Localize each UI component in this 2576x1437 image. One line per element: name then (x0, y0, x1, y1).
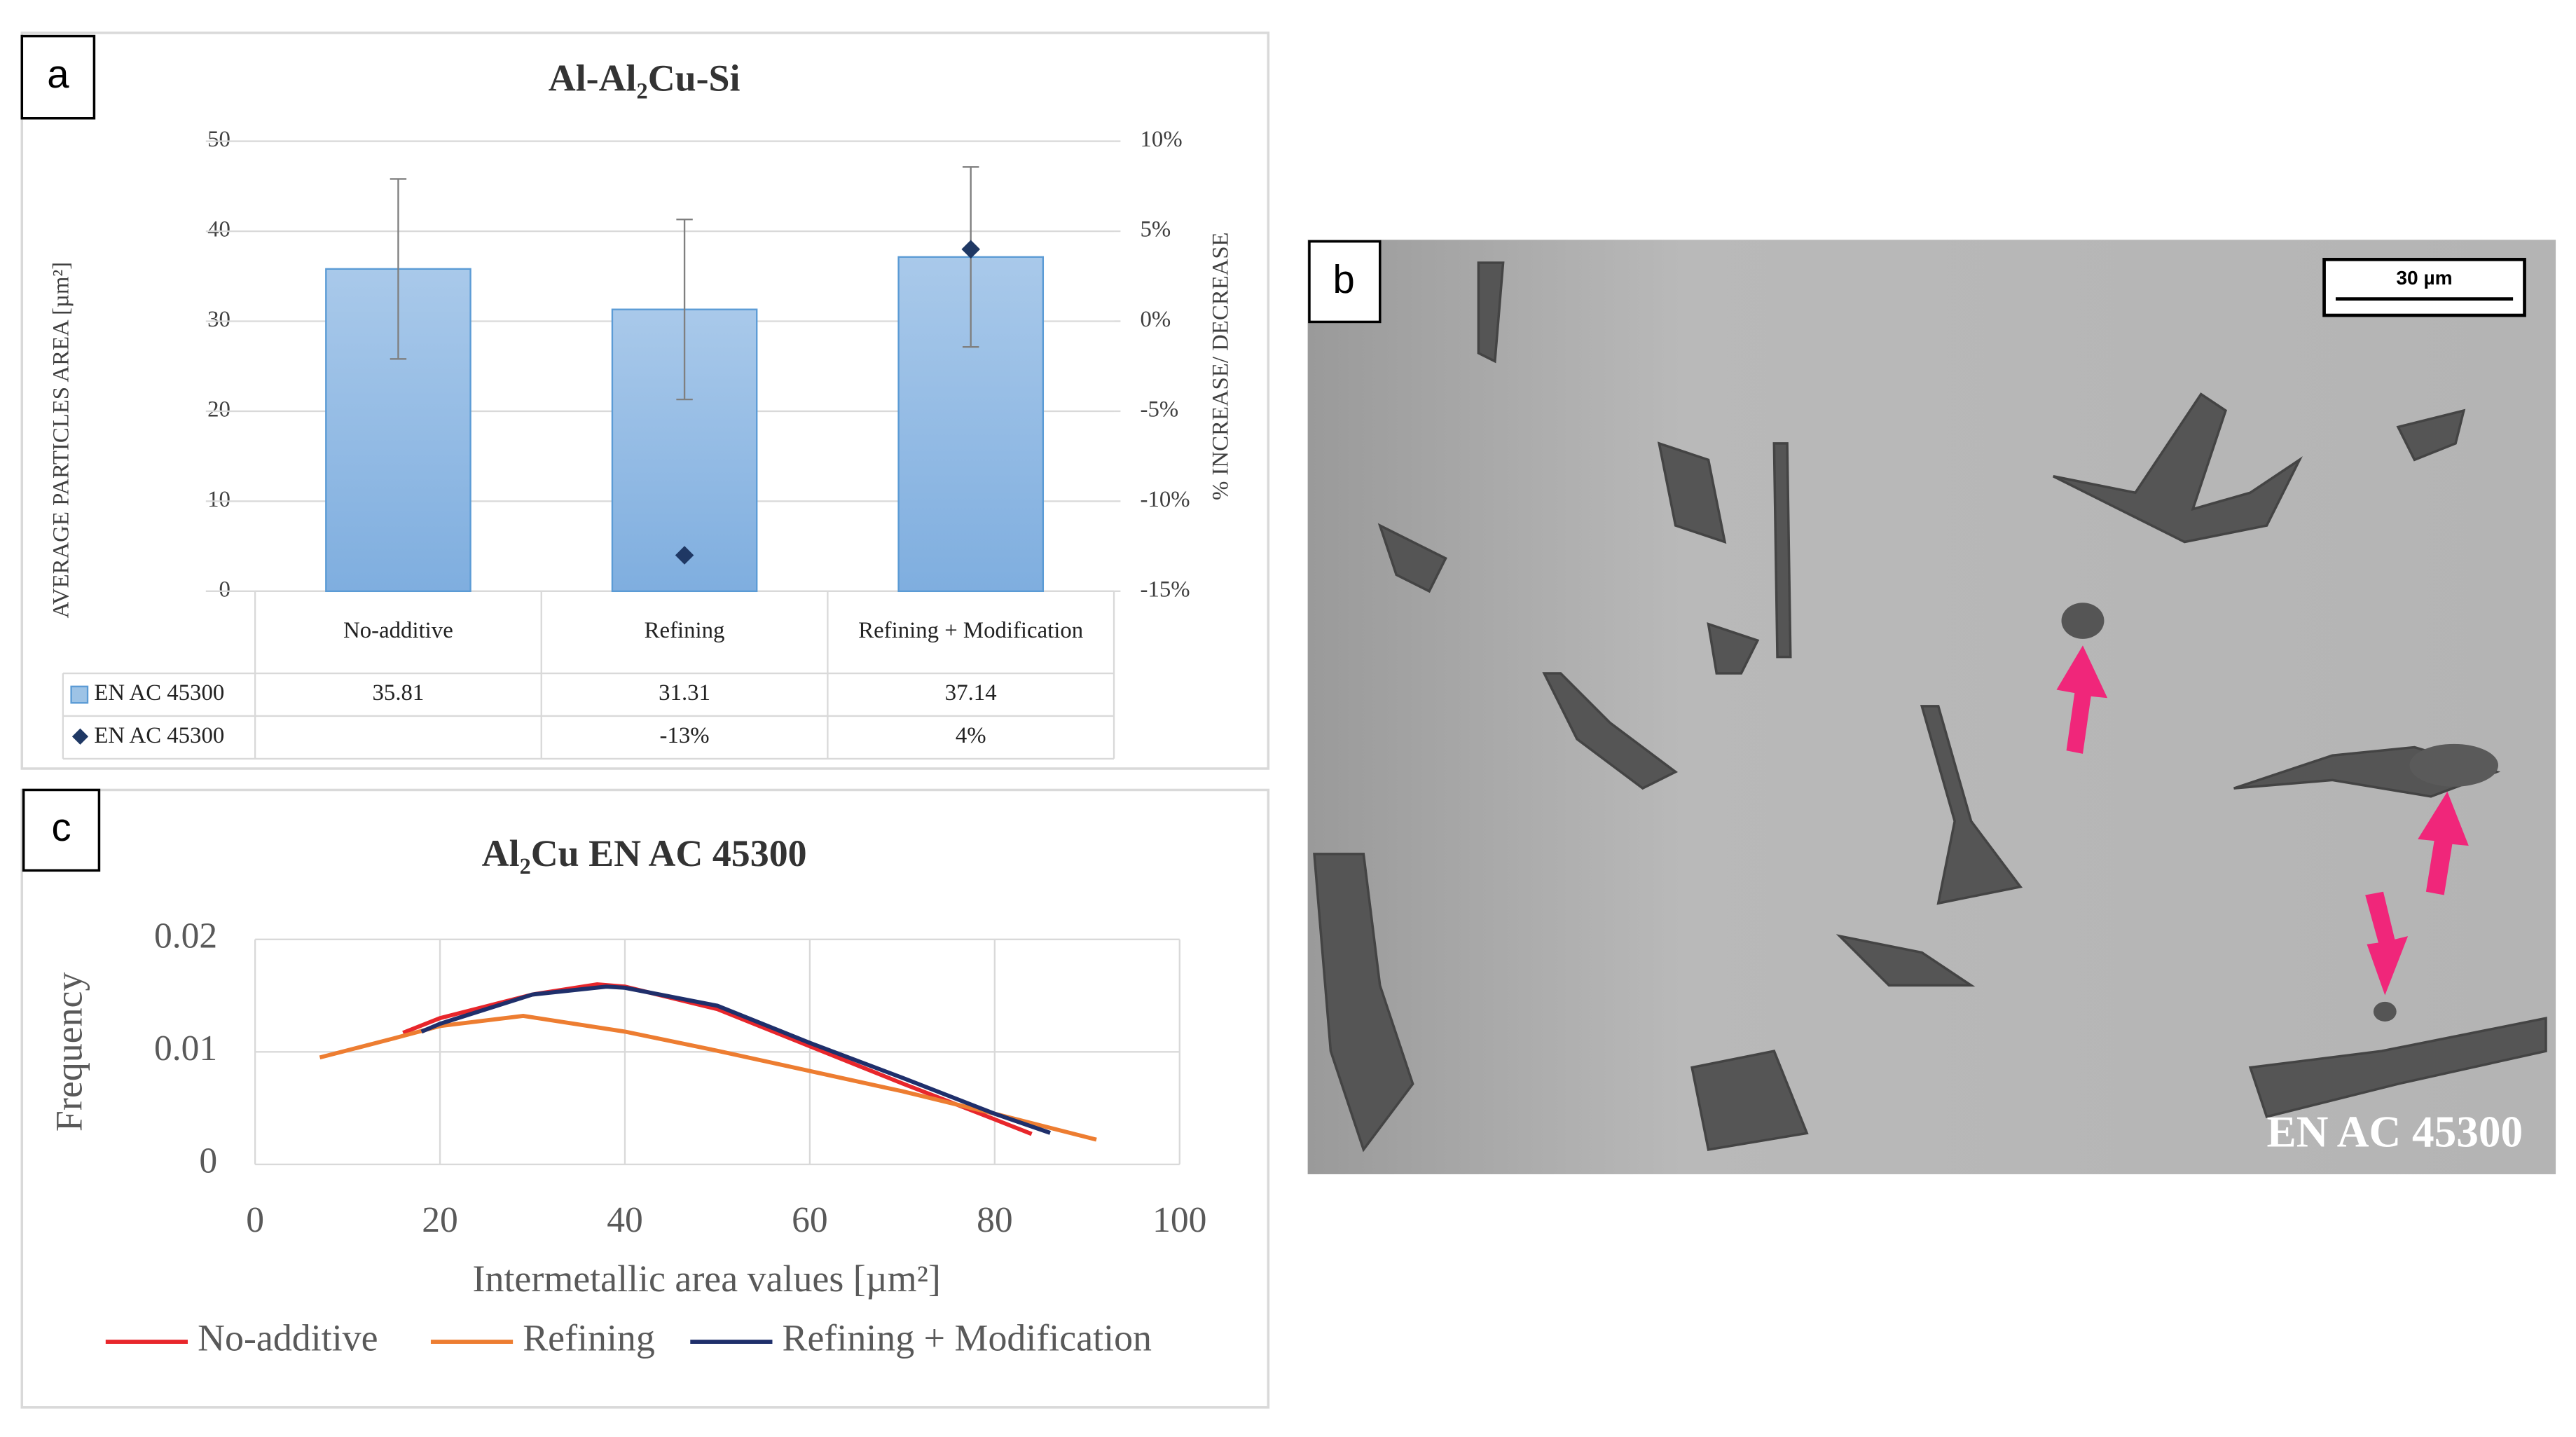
y-tick-label: 50 (207, 127, 230, 152)
panel-label-box (20, 34, 96, 120)
panel-label: a (47, 52, 69, 96)
chart-title: Al₂Cu EN AC 45300 (482, 832, 807, 874)
y2-tick-label: 10% (1141, 127, 1183, 152)
arrows (2056, 645, 2469, 996)
x-tick-label: 80 (977, 1200, 1013, 1240)
panel-label-box (22, 788, 101, 872)
particle (2373, 1001, 2397, 1022)
category-label: Refining + Modification (858, 618, 1083, 643)
marker (675, 546, 694, 565)
y-axis-label: AVERAGE PARTICLES AREA [µm²] (48, 262, 74, 619)
y-tick-label: 0.02 (154, 916, 217, 956)
table-value: 31.31 (659, 680, 710, 706)
x-tick-label: 60 (792, 1200, 828, 1240)
error-bar (390, 178, 407, 360)
category-label: Refining (645, 618, 725, 643)
legend-swatch (71, 728, 89, 745)
y2-axis-label: % INCREASE/ DECREASE (1208, 232, 1233, 500)
x-tick-label: 100 (1152, 1200, 1206, 1240)
y-tick-label: 0 (199, 1141, 217, 1181)
y-tick-label: 0.01 (154, 1029, 217, 1068)
y2-tick-label: -5% (1141, 397, 1179, 422)
y-tick-label: 20 (207, 397, 230, 422)
y2-tick-label: -15% (1141, 577, 1190, 602)
error-bar (676, 219, 693, 401)
particle (2409, 743, 2499, 787)
legend-label: EN AC 45300 (94, 723, 224, 748)
table-value: -13% (660, 723, 710, 748)
x-tick-label: 0 (246, 1200, 264, 1240)
scale-bar-label: 30 µm (2396, 267, 2452, 289)
particle (2061, 603, 2105, 639)
y2-tick-label: 5% (1141, 217, 1171, 242)
y-tick-label: 0 (219, 577, 230, 602)
image-caption: EN AC 45300 (2267, 1108, 2523, 1157)
scale-bar-box (2322, 258, 2526, 317)
chart-title: Al-Al₂Cu-Si (549, 57, 741, 99)
legend-label: Refining + Modification (783, 1316, 1152, 1359)
panel-label-box (1308, 240, 1382, 324)
panel-label: b (1333, 257, 1355, 301)
y2-tick-label: 0% (1141, 307, 1171, 332)
legend-label: EN AC 45300 (94, 680, 224, 706)
x-tick-label: 20 (422, 1200, 458, 1240)
arrow (2418, 791, 2469, 895)
y-tick-label: 40 (207, 217, 230, 242)
category-label: No-additive (343, 618, 453, 643)
y-tick-label: 30 (207, 307, 230, 332)
table-value: 37.14 (945, 680, 997, 706)
line (420, 984, 1051, 1135)
micrograph: 30 µm b EN AC 45300 (1307, 240, 2556, 1174)
legend-swatch (70, 685, 89, 704)
panel-frame (20, 788, 1270, 1409)
y2-tick-label: -10% (1141, 487, 1190, 512)
x-tick-label: 40 (607, 1200, 643, 1240)
micrograph-particles (1313, 261, 2547, 1153)
panel-label: c (51, 805, 71, 849)
line (319, 1013, 1097, 1142)
table-value: 35.81 (373, 680, 425, 706)
y-axis-label: Frequency (48, 972, 90, 1132)
marker (961, 240, 980, 259)
x-axis-label: Intermetallic area values [µm²] (473, 1258, 941, 1300)
legend-label: No-additive (198, 1316, 378, 1359)
y-tick-label: 10 (207, 487, 230, 512)
legend-label: Refining (523, 1316, 655, 1359)
arrow (2056, 645, 2108, 754)
table-value: 4% (956, 723, 986, 748)
arrow (2365, 891, 2409, 996)
